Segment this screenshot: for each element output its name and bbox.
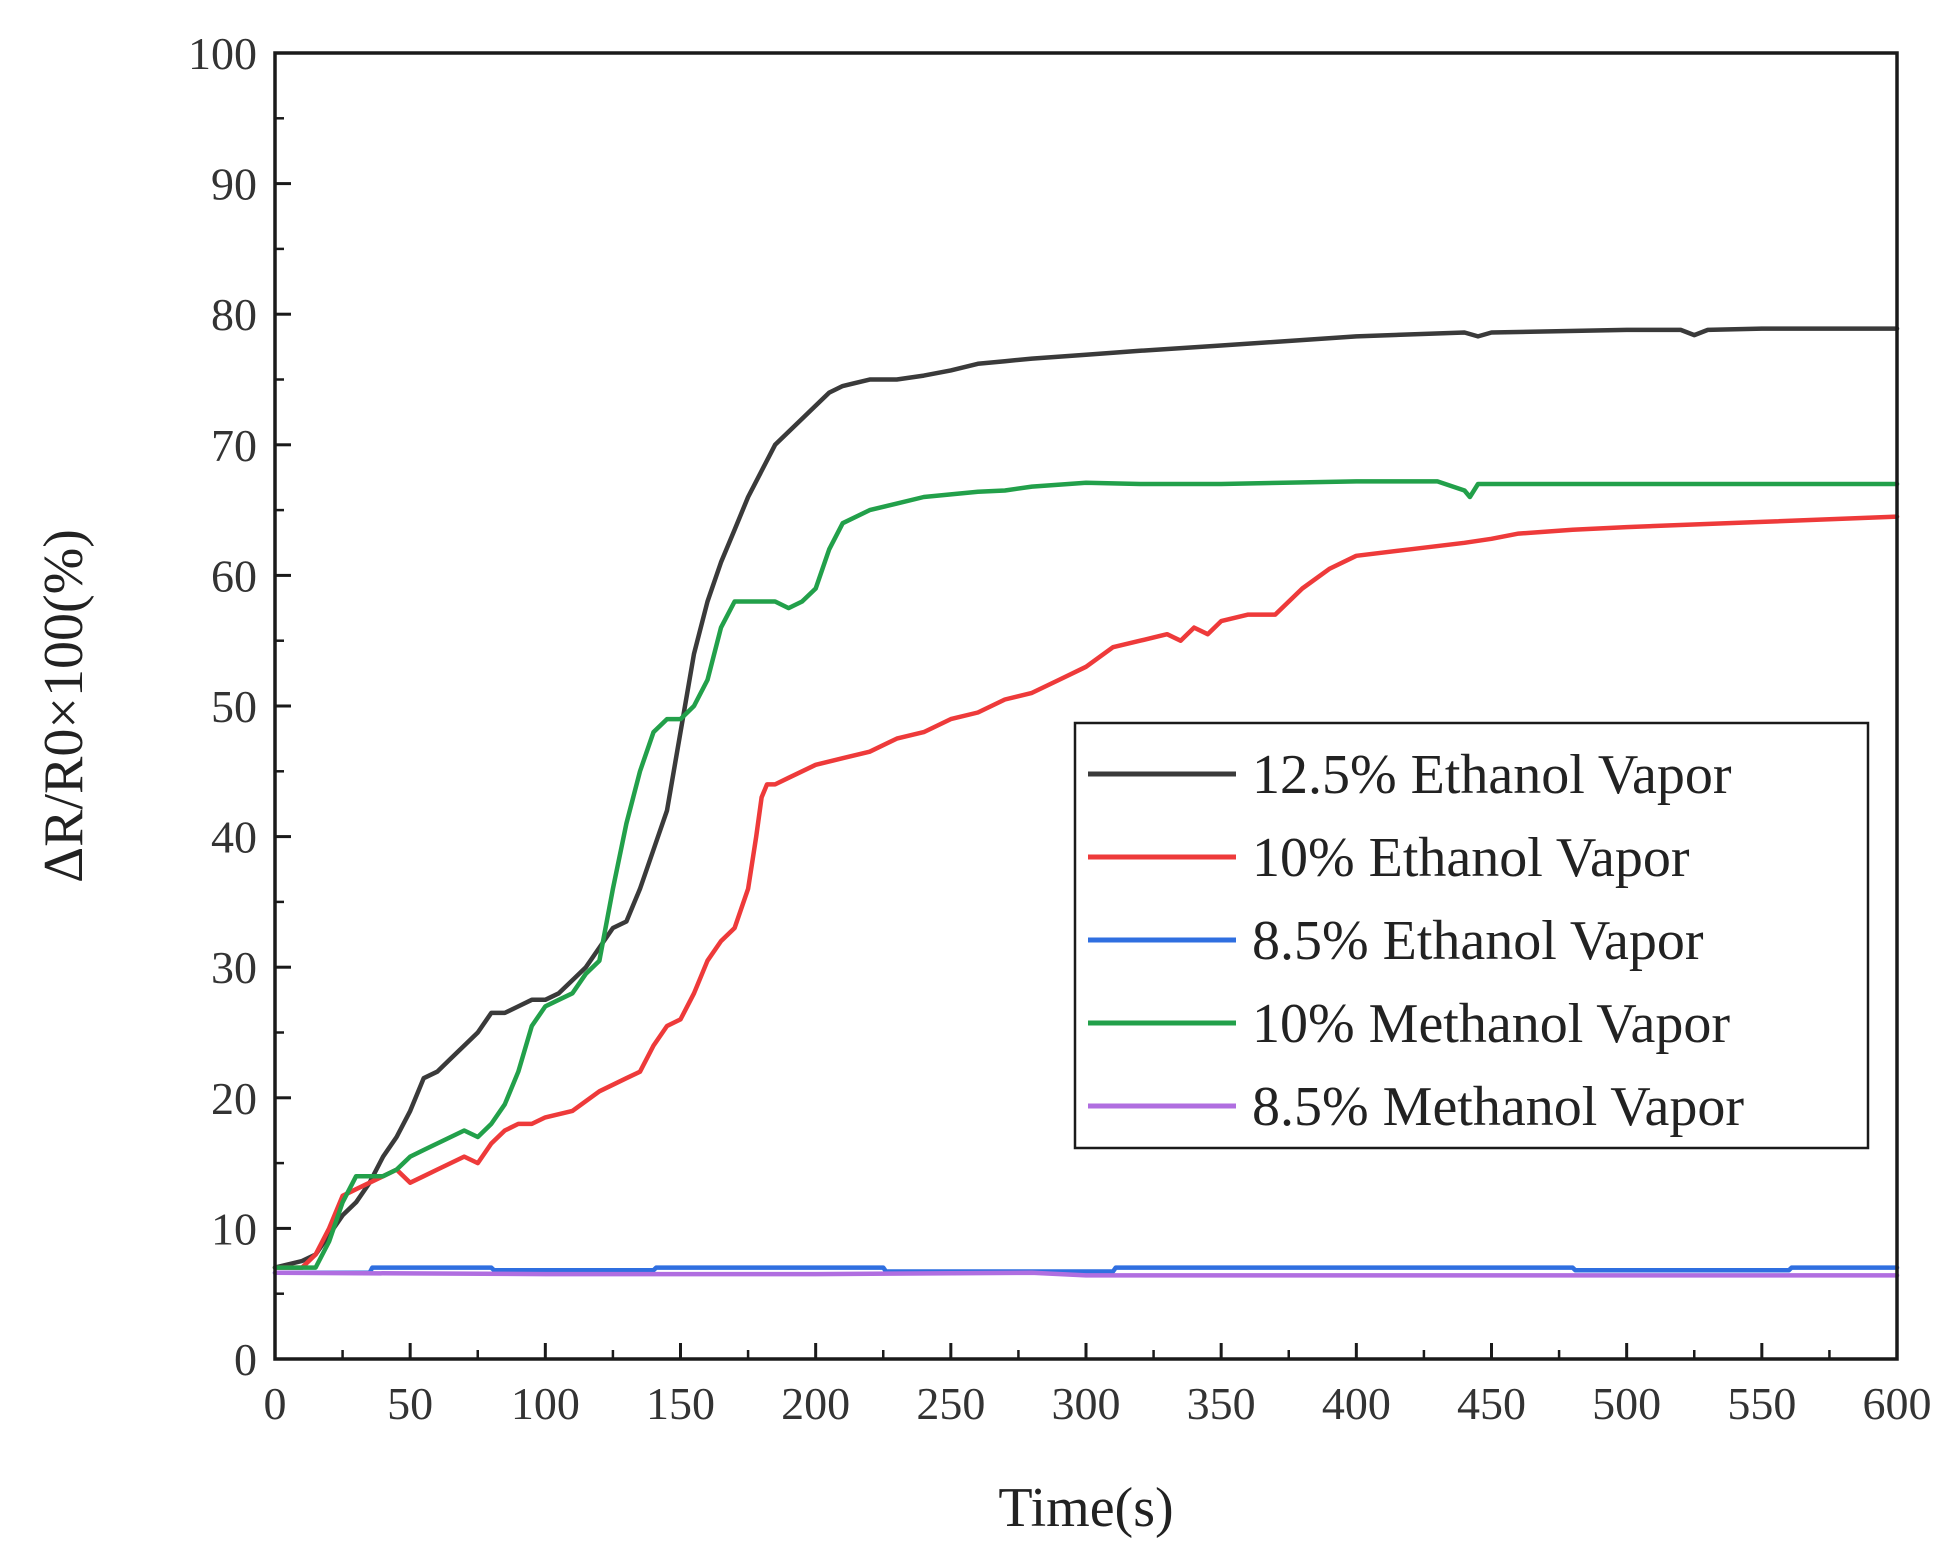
- y-tick-label: 0: [234, 1334, 257, 1385]
- x-axis-title: Time(s): [998, 1477, 1173, 1539]
- legend-label-8-5-methanol-vapor: 8.5% Methanol Vapor: [1252, 1076, 1744, 1138]
- x-tick-label: 550: [1727, 1378, 1796, 1429]
- x-tick-label: 350: [1187, 1378, 1256, 1429]
- y-tick-label: 70: [211, 420, 257, 471]
- legend-label-10-ethanol-vapor: 10% Ethanol Vapor: [1252, 827, 1690, 889]
- y-tick-label: 50: [211, 681, 257, 732]
- y-tick-label: 10: [211, 1203, 257, 1254]
- x-tick-label: 100: [511, 1378, 580, 1429]
- x-tick-label: 450: [1457, 1378, 1526, 1429]
- series-line-10-ethanol-vapor: [272, 514, 1900, 1270]
- series-layer: [272, 326, 1900, 1278]
- y-tick-label: 60: [211, 550, 257, 601]
- x-tick-label: 0: [264, 1378, 287, 1429]
- x-tick-label: 50: [387, 1378, 433, 1429]
- legend-label-10-methanol-vapor: 10% Methanol Vapor: [1252, 993, 1730, 1055]
- x-tick-label: 300: [1052, 1378, 1121, 1429]
- legend-label-8-5-ethanol-vapor: 8.5% Ethanol Vapor: [1252, 910, 1704, 972]
- legend: 12.5% Ethanol Vapor 10% Ethanol Vapor 8.5%…: [1073, 721, 1870, 1150]
- x-axis-ticks: 0 50 100 150 200 250 300 350 400 450 500 550 600: [264, 1343, 1932, 1429]
- legend-box: [1073, 721, 1870, 1150]
- series-line-8-5-ethanol-vapor: [272, 1265, 1900, 1276]
- x-tick-label: 400: [1322, 1378, 1391, 1429]
- x-tick-label: 150: [646, 1378, 715, 1429]
- series-line-8-5-methanol-vapor: [272, 1270, 1900, 1278]
- y-tick-label: 40: [211, 812, 257, 863]
- x-tick-label: 200: [781, 1378, 850, 1429]
- series-line-12-5-ethanol-vapor: [272, 326, 1900, 1270]
- plot-frame: [273, 51, 1899, 1361]
- x-tick-label: 250: [916, 1378, 985, 1429]
- y-tick-label: 20: [211, 1073, 257, 1124]
- y-axis-title: ΔR/R0×100(%): [33, 529, 95, 883]
- x-tick-label: 600: [1863, 1378, 1932, 1429]
- legend-entries: 12.5% Ethanol Vapor 10% Ethanol Vapor 8.5%…: [1088, 744, 1744, 1138]
- y-tick-label: 90: [211, 159, 257, 210]
- y-tick-label: 80: [211, 289, 257, 340]
- x-tick-label: 500: [1592, 1378, 1661, 1429]
- y-tick-label: 30: [211, 942, 257, 993]
- series-line-10-methanol-vapor: [272, 479, 1900, 1270]
- legend-label-12-5-ethanol-vapor: 12.5% Ethanol Vapor: [1252, 744, 1732, 806]
- y-tick-label: 100: [188, 28, 257, 79]
- y-axis-ticks: 0 10 20 30 40 50 60 70 80 90 100: [188, 28, 291, 1385]
